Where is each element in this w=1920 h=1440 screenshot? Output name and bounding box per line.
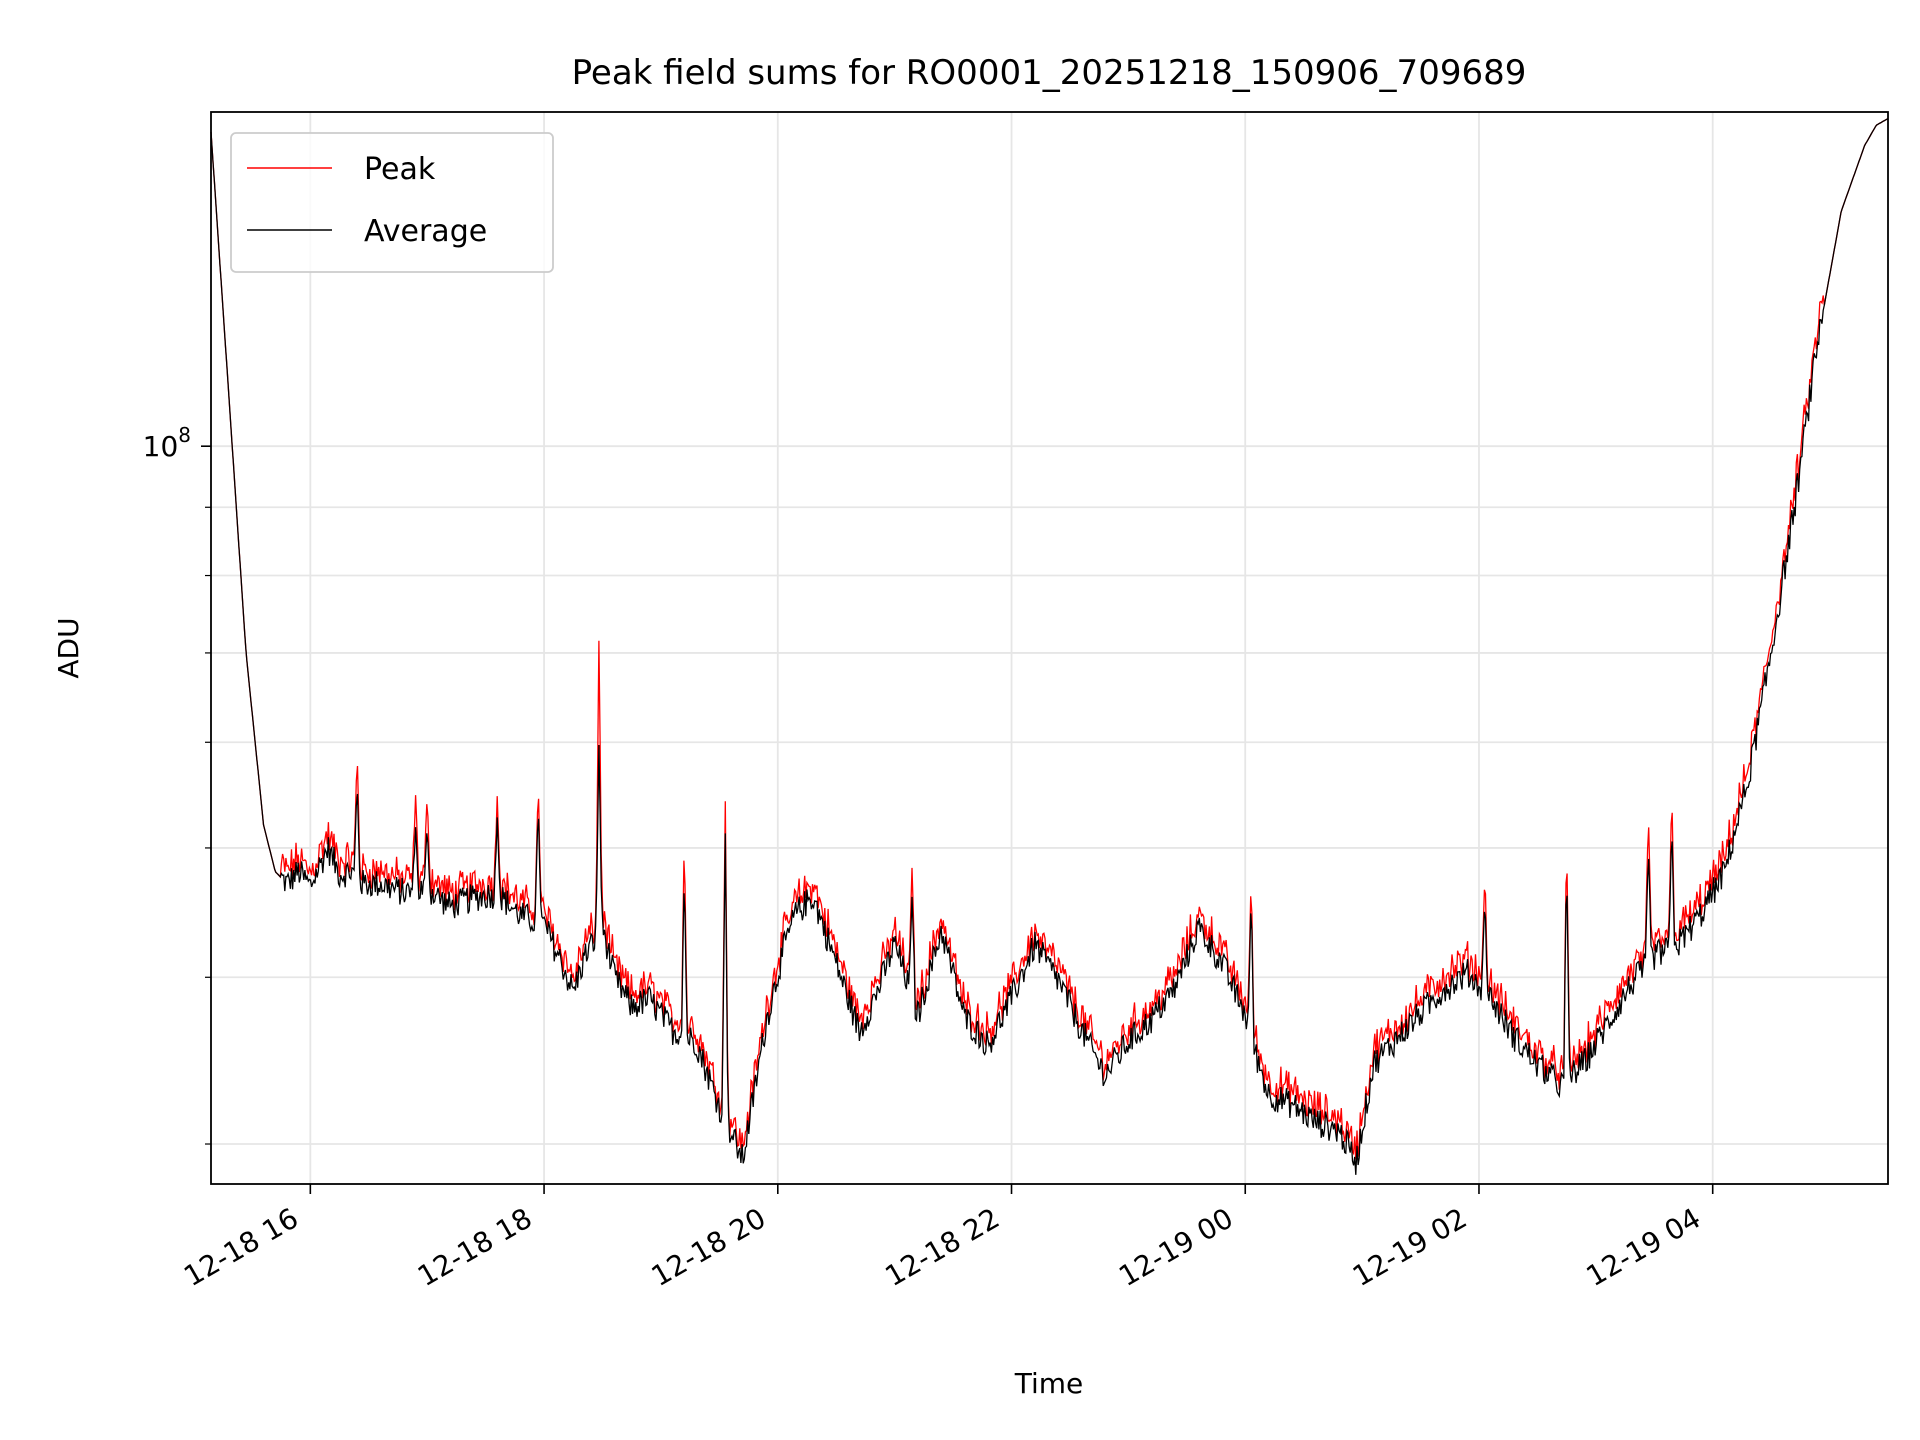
x-tick-label: 12-18 20 [646, 1201, 772, 1293]
x-tick-label: 12-19 02 [1347, 1201, 1473, 1293]
x-tick-label: 12-19 00 [1113, 1201, 1239, 1293]
peak-series-line [210, 117, 1889, 1160]
x-tick-label: 12-18 16 [178, 1201, 304, 1293]
plot-frame [210, 111, 1889, 1185]
legend-peak-label: Peak [364, 152, 436, 187]
chart-title: Peak field sums for RO0001_20251218_1509… [572, 53, 1527, 93]
average-series-line [210, 117, 1889, 1175]
y-axis-label: ADU [52, 617, 85, 678]
y-tick-label: 108 [143, 423, 191, 463]
axis-ticks: 12-18 16 12-18 18 12-18 20 12-18 22 12-19 00… [143, 423, 1714, 1293]
legend-average-label: Average [364, 214, 487, 249]
grid [211, 112, 1888, 1184]
legend: Peak Average [230, 132, 554, 273]
x-tick-label: 12-19 04 [1581, 1201, 1707, 1293]
plot-lines [210, 117, 1889, 1175]
y-tick-base: 10 [143, 430, 179, 463]
x-tick-label: 12-18 18 [412, 1201, 538, 1293]
x-axis-label: Time [1014, 1367, 1084, 1400]
y-tick-exponent: 8 [178, 423, 191, 447]
x-tick-label: 12-18 22 [879, 1201, 1005, 1293]
